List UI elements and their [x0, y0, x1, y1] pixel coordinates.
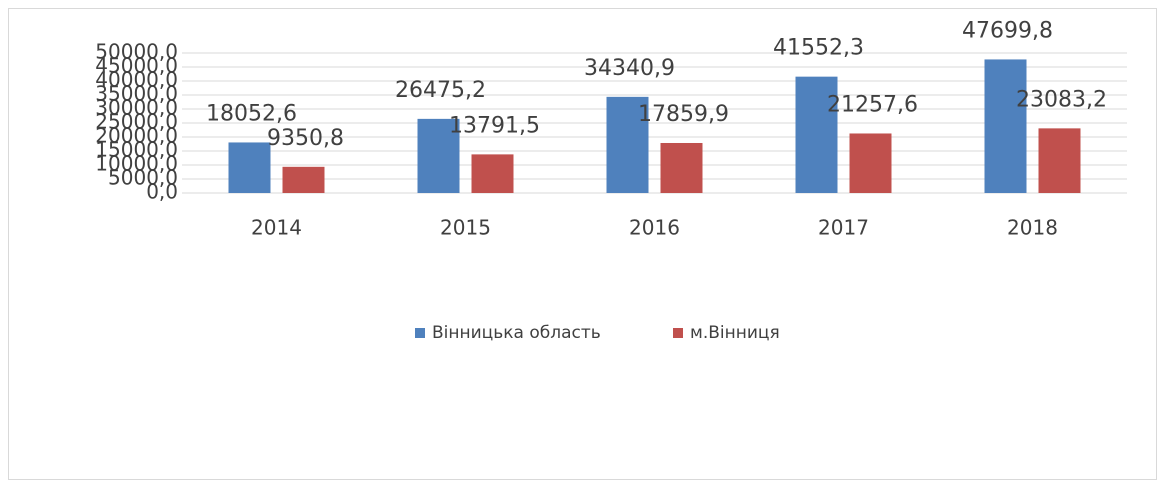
bar: [795, 76, 838, 193]
data-label: 9350,8: [267, 126, 344, 151]
legend-label: м.Вінниця: [690, 323, 780, 343]
y-tick-label: 30000,0: [95, 96, 178, 120]
bar: [984, 59, 1027, 194]
legend-swatch: [673, 328, 683, 338]
bar: [660, 142, 703, 193]
x-tick-label: 2018: [1007, 216, 1058, 240]
bar: [471, 154, 514, 193]
data-label: 41552,3: [773, 36, 864, 61]
bar: [282, 166, 325, 193]
y-tick-label: 35000,0: [95, 82, 178, 106]
data-label: 47699,8: [962, 18, 1053, 43]
x-tick-label: 2015: [440, 216, 491, 240]
data-label: 34340,9: [584, 56, 675, 81]
data-label: 17859,9: [638, 102, 729, 127]
data-label: 18052,6: [206, 101, 297, 126]
x-tick-label: 2016: [629, 216, 680, 240]
data-label: 21257,6: [827, 92, 918, 117]
data-label: 23083,2: [1016, 87, 1107, 112]
y-tick-label: 45000,0: [95, 54, 178, 78]
y-tick-label: 15000,0: [95, 138, 178, 162]
legend-swatch: [415, 328, 425, 338]
bar: [849, 133, 892, 193]
bar: [1038, 128, 1081, 193]
bar: [606, 96, 649, 193]
y-tick-label: 10000,0: [95, 152, 178, 176]
bar: [228, 142, 271, 193]
y-tick-label: 50000,0: [95, 40, 178, 64]
chart-frame: [8, 8, 1157, 480]
data-label: 26475,2: [395, 78, 486, 103]
y-tick-label: 20000,0: [95, 124, 178, 148]
legend-label: Вінницька область: [432, 323, 601, 343]
y-tick-label: 25000,0: [95, 110, 178, 134]
x-tick-label: 2017: [818, 216, 869, 240]
data-label: 13791,5: [449, 113, 540, 138]
y-tick-label: 5000,0: [108, 166, 178, 190]
x-tick-label: 2014: [251, 216, 302, 240]
bar: [417, 118, 460, 193]
y-tick-label: 40000,0: [95, 68, 178, 92]
y-tick-label: 0,0: [146, 180, 178, 204]
